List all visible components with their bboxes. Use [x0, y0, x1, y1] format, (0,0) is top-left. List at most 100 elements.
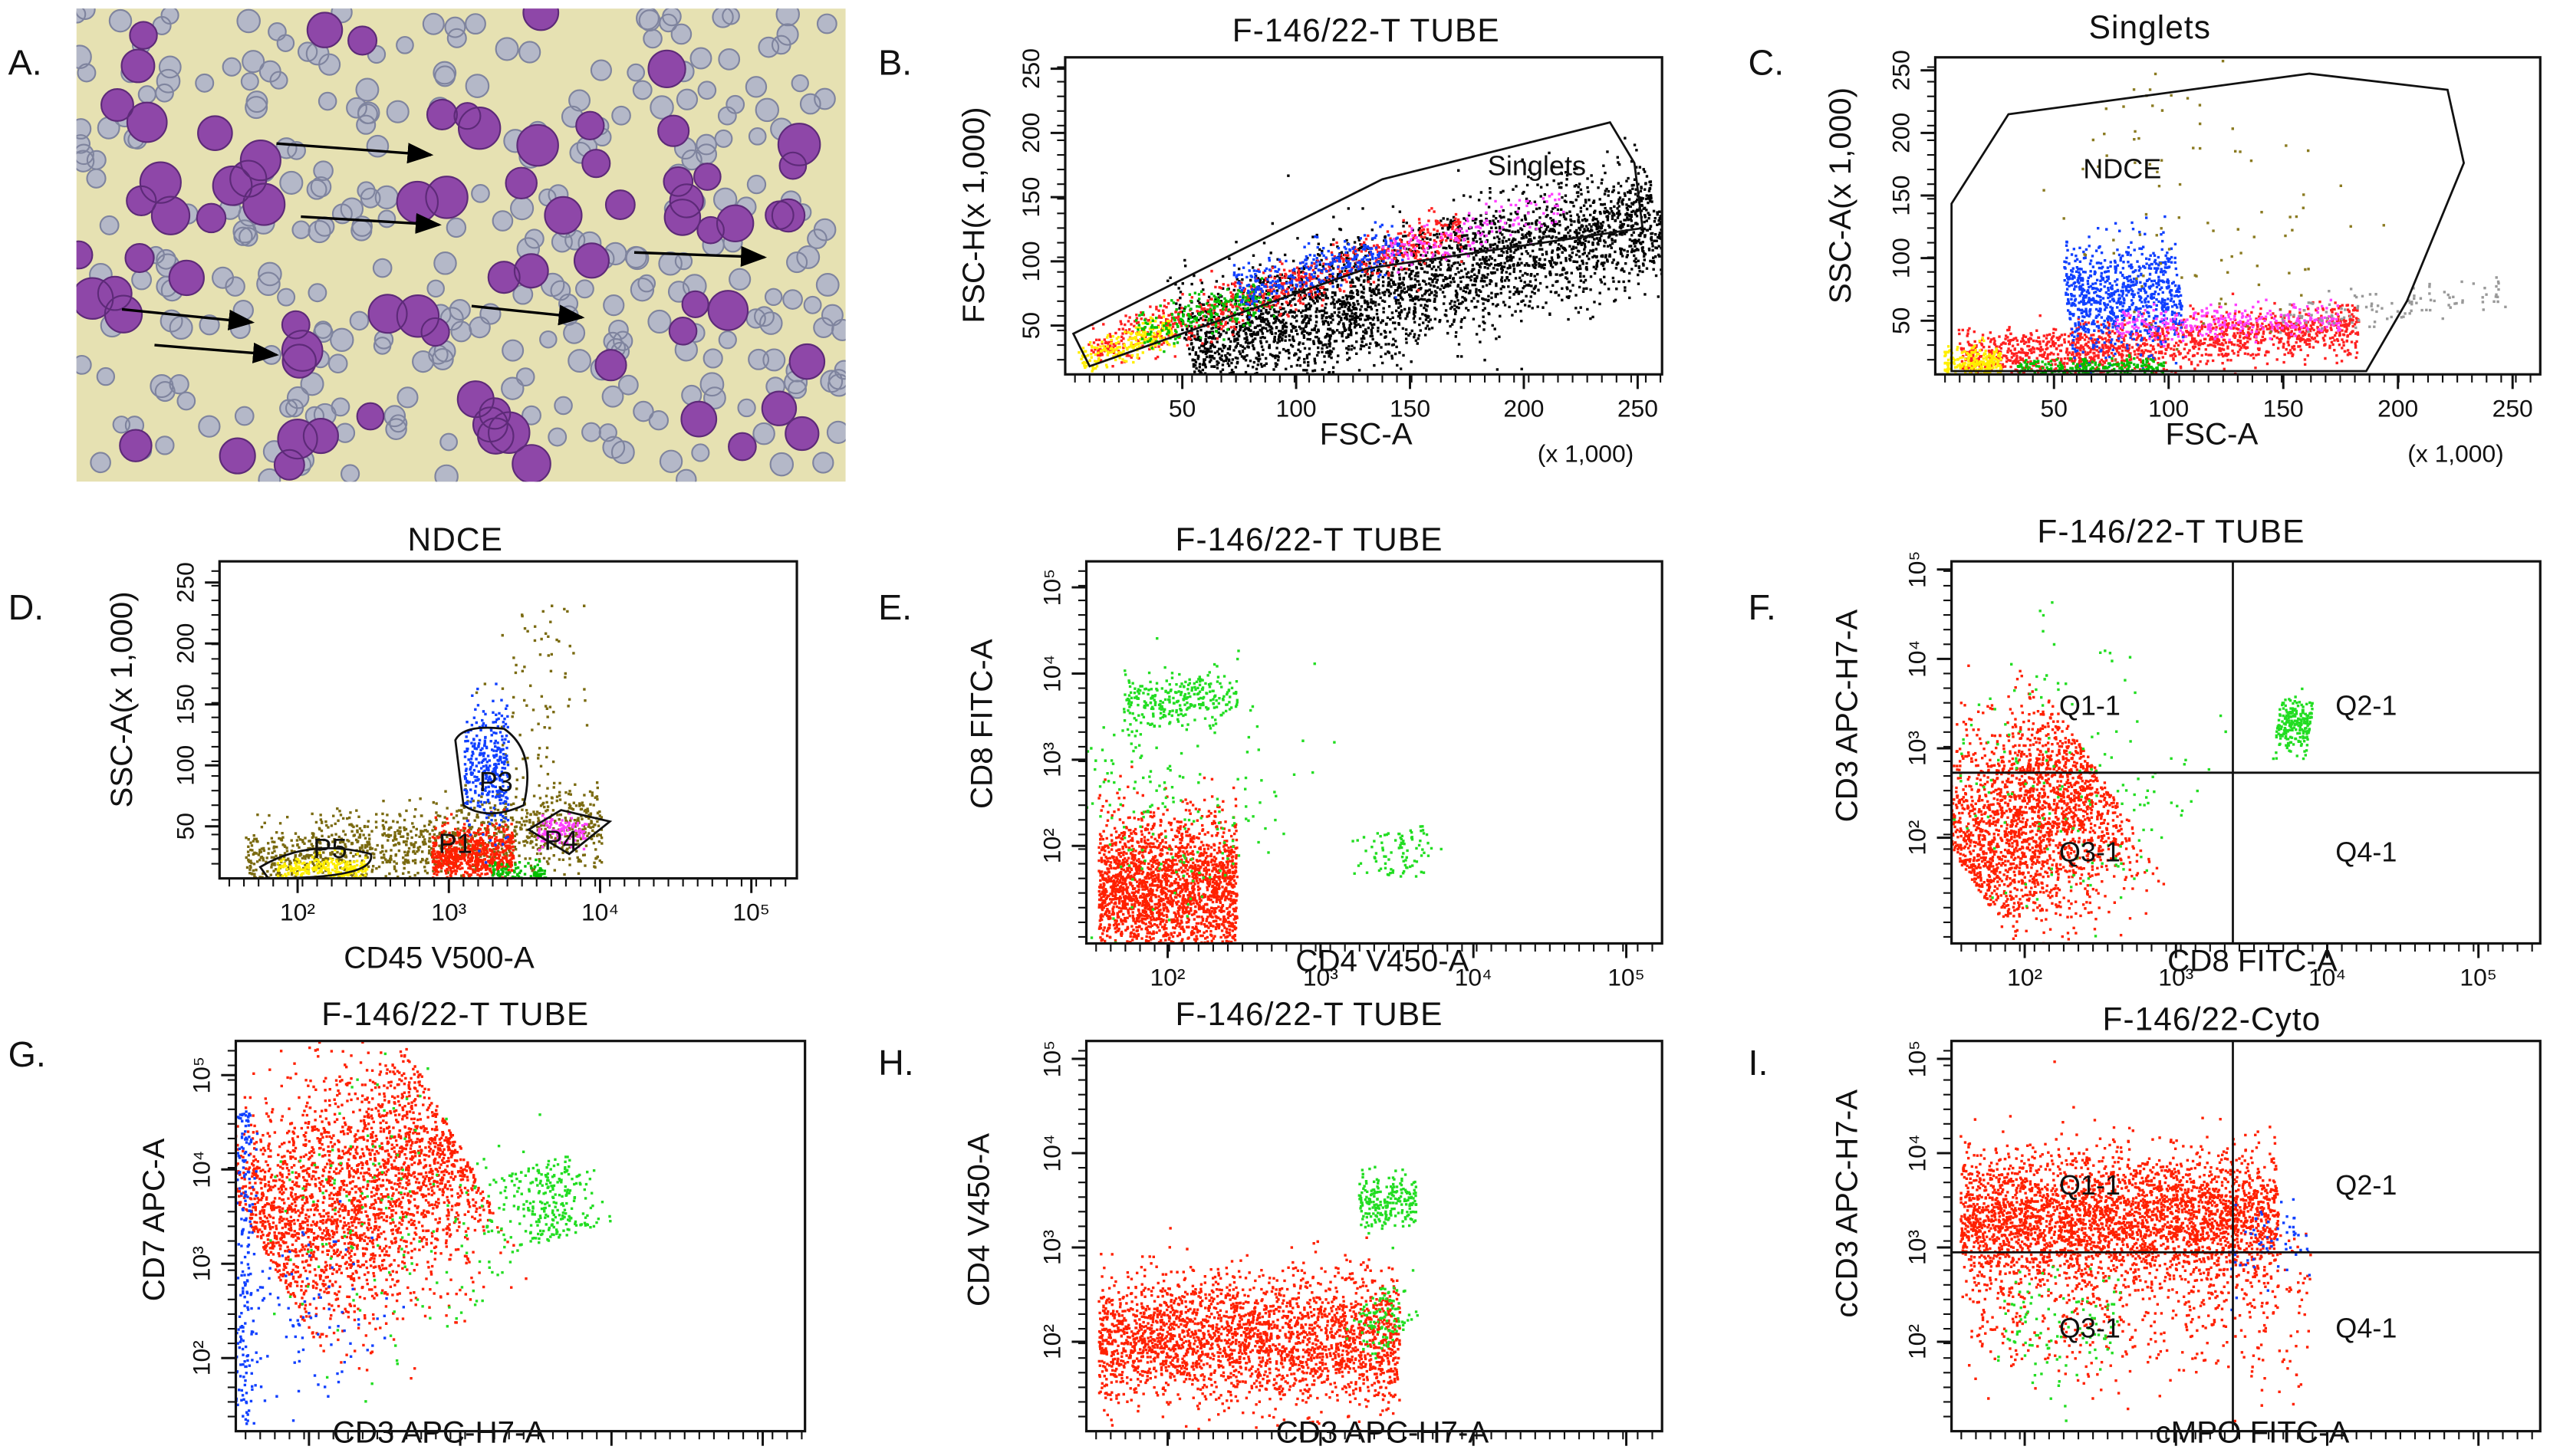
y-axis-label: CD4 V450-A: [961, 1133, 995, 1306]
y-tick-label: 100: [171, 745, 199, 786]
x-tick-label: 10⁴: [2308, 964, 2346, 991]
y-tick-label: 250: [1017, 48, 1045, 89]
panel-label: F.: [1749, 587, 1776, 627]
axis-unit: (x 1,000): [1538, 440, 1634, 468]
plot-area: [1943, 59, 2507, 375]
y-tick-label: 150: [171, 684, 199, 725]
plot-title: NDCE: [408, 521, 503, 557]
plot-area: [1071, 121, 1663, 375]
plot-frame: [1064, 56, 1663, 376]
x-tick-label: 10²: [2007, 1451, 2042, 1456]
y-tick-label: 10⁵: [187, 1057, 215, 1094]
event-dots: [1382, 192, 1565, 274]
panel-label: H.: [878, 1043, 914, 1083]
axis-ticks: [1943, 1050, 2533, 1440]
event-dots: [473, 1155, 612, 1252]
event-dots: [1951, 664, 2166, 944]
x-tick-label: 10²: [2007, 964, 2042, 991]
x-tick-label: 10³: [2158, 964, 2193, 991]
event-dots: [536, 812, 588, 852]
annotation: Q4-1: [2335, 1313, 2397, 1344]
event-dots: [430, 808, 515, 879]
x-tick-label: 10³: [1303, 1451, 1338, 1456]
axis-ticks: [1078, 570, 1653, 952]
x-tick-label: 10²: [280, 899, 315, 926]
y-axis-label: FSC-H(x 1,000): [956, 107, 991, 323]
event-dots: [1232, 221, 1404, 319]
y-tick-label: 10²: [1903, 820, 1931, 856]
plot-frame: [1950, 1040, 2542, 1433]
panel-label: B.: [878, 43, 912, 83]
event-dots: [1097, 1227, 1402, 1431]
x-tick-label: 50: [1169, 394, 1196, 422]
x-axis-label: FSC-A: [1320, 417, 1413, 452]
y-tick-label: 250: [1887, 50, 1914, 90]
annotation: P5: [313, 833, 347, 864]
arrow: [471, 304, 585, 326]
x-tick-label: 10³: [431, 899, 466, 926]
x-axis-label: CD3 APC-H7-A: [1276, 1415, 1489, 1450]
x-axis-label: CD3 APC-H7-A: [333, 1415, 546, 1450]
plot-area: [1951, 561, 2541, 944]
y-axis-label: cCD3 APC-H7-A: [1830, 1090, 1864, 1318]
plot-frame: [1950, 560, 2542, 945]
gate: [1950, 72, 2466, 373]
annotation: Q4-1: [2335, 836, 2397, 867]
event-dots: [2063, 215, 2185, 375]
y-tick-label: 10²: [1903, 1324, 1931, 1359]
event-dots: [489, 858, 548, 879]
event-dots: [245, 778, 604, 879]
y-tick-label: 50: [171, 813, 199, 840]
plot-title: F-146/22-T TUBE: [1176, 996, 1443, 1032]
axis-ticks: [1943, 570, 2533, 952]
panel-label: C.: [1749, 43, 1785, 83]
plot-area: [245, 604, 613, 879]
x-tick-label: 10⁵: [744, 1451, 781, 1456]
y-tick-label: 150: [1017, 177, 1045, 218]
plot-frame: [234, 1040, 807, 1433]
y-tick-label: 10³: [1903, 1230, 1931, 1265]
y-tick-label: 200: [1017, 113, 1045, 153]
x-axis-label: CD4 V450-A: [1295, 944, 1469, 978]
x-tick-label: 10³: [1303, 964, 1338, 991]
annotation: Q1-1: [2059, 690, 2121, 721]
y-tick-label: 10⁵: [1038, 1040, 1066, 1078]
plot-title: F-146/22-Cyto: [2103, 1001, 2321, 1037]
y-tick-label: 50: [1017, 312, 1045, 339]
event-dots: [2229, 1198, 2311, 1312]
y-tick-label: 10⁵: [1903, 551, 1931, 588]
y-tick-label: 10³: [1903, 731, 1931, 766]
x-tick-label: 100: [2148, 394, 2189, 422]
y-tick-label: 100: [1887, 238, 1914, 278]
annotation: Singlets: [1488, 150, 1586, 181]
x-tick-label: 10⁴: [581, 899, 619, 926]
plot-area: [1097, 1165, 1419, 1431]
event-dots: [1345, 1269, 1419, 1360]
y-tick-label: 10⁵: [1903, 1040, 1931, 1078]
axis-ticks: [1926, 66, 2532, 383]
y-axis-label: SSC-A(x 1,000): [1823, 87, 1857, 304]
y-tick-label: 200: [1887, 113, 1914, 153]
axis-ticks: [1057, 66, 1662, 383]
panel-label: A.: [8, 43, 42, 83]
y-tick-label: 100: [1017, 241, 1045, 281]
x-tick-label: 10⁴: [593, 1451, 630, 1456]
annotation: Q3-1: [2059, 1313, 2121, 1344]
x-tick-label: 10⁵: [1607, 1451, 1645, 1456]
panel-label: I.: [1749, 1043, 1769, 1083]
axis-ticks: [1078, 1050, 1653, 1440]
x-tick-label: 10⁴: [2308, 1451, 2346, 1456]
event-dots: [2272, 687, 2314, 761]
y-tick-label: 10⁴: [187, 1151, 215, 1188]
x-tick-label: 50: [2041, 394, 2068, 422]
x-tick-label: 10³: [2158, 1451, 2193, 1456]
y-axis-label: CD8 FITC-A: [965, 639, 999, 809]
plot-title: F-146/22-T TUBE: [1232, 12, 1500, 48]
axis-ticks: [227, 1050, 803, 1440]
arrow: [121, 307, 255, 330]
event-dots: [1078, 315, 1176, 375]
y-tick-label: 10⁴: [1038, 655, 1066, 692]
arrow: [301, 212, 442, 234]
